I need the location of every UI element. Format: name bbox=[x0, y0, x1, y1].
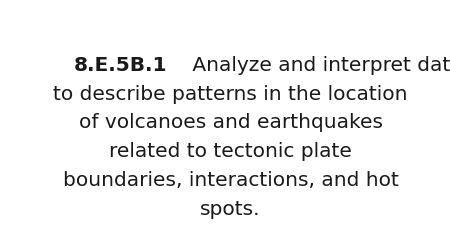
Text: related to tectonic plate: related to tectonic plate bbox=[109, 142, 352, 161]
Text: to describe patterns in the location: to describe patterns in the location bbox=[54, 84, 408, 103]
Text: 8.E.5B.1: 8.E.5B.1 bbox=[74, 55, 167, 74]
Text: of volcanoes and earthquakes: of volcanoes and earthquakes bbox=[79, 113, 382, 132]
Text: spots.: spots. bbox=[200, 199, 261, 218]
Text: boundaries, interactions, and hot: boundaries, interactions, and hot bbox=[63, 170, 399, 189]
Text: Analyze and interpret data: Analyze and interpret data bbox=[186, 55, 450, 74]
